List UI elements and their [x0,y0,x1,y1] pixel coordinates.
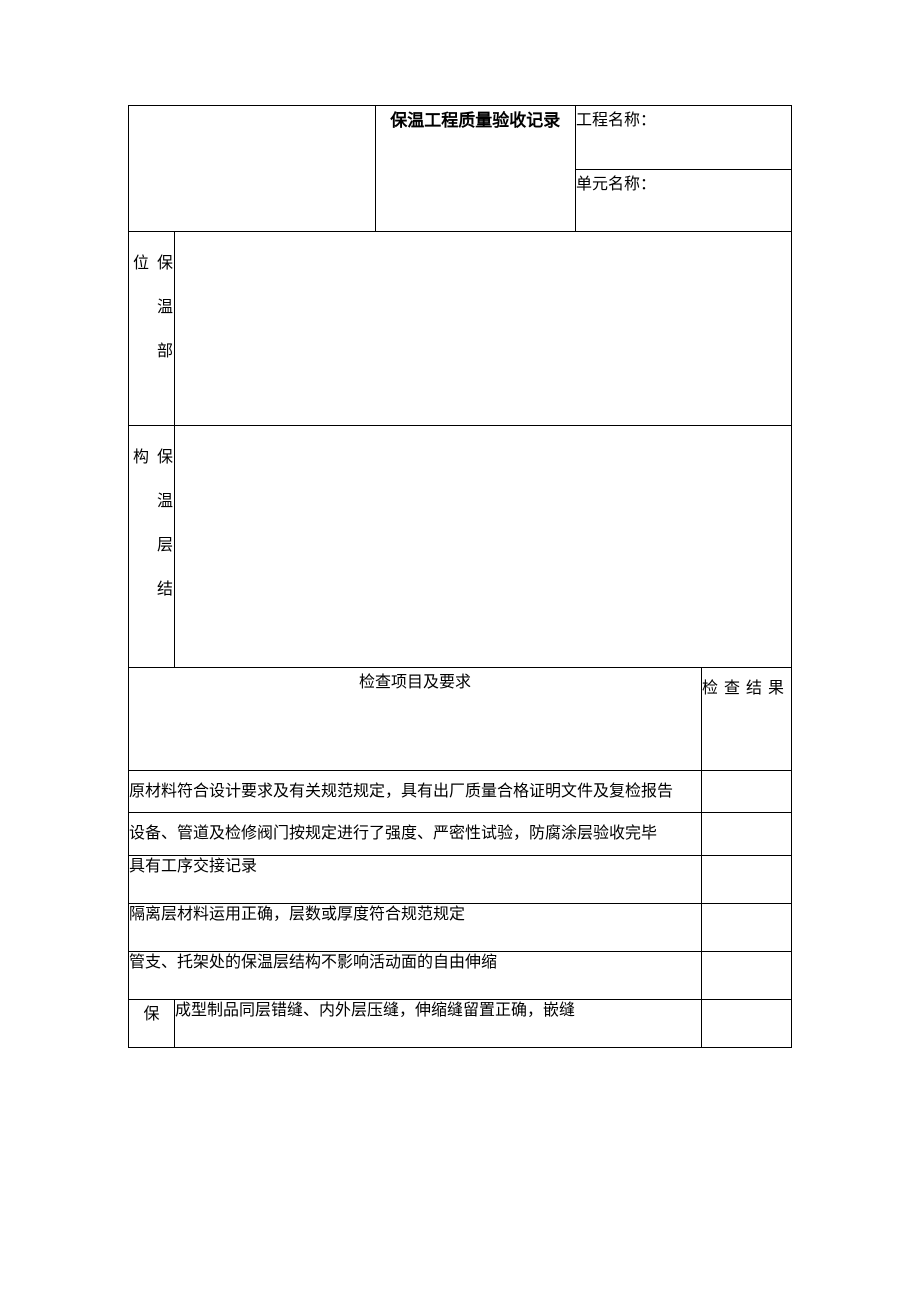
check-result-header: 检查结果 [702,668,792,770]
insulation-layer-row: 保温层结构 [129,426,792,668]
table-row: 原材料符合设计要求及有关规范规定，具有出厂质量合格证明文件及复检报告 [129,770,792,813]
check-item-6: 成型制品同层错缝、内外层压缝，伸缩缝留置正确，嵌缝 [175,999,702,1047]
check-item-1: 原材料符合设计要求及有关规范规定，具有出厂质量合格证明文件及复检报告 [129,770,702,813]
insulation-layer-label: 保温层结构 [129,426,174,667]
insulation-layer-value [175,426,792,668]
table-row: 管支、托架处的保温层结构不影响活动面的自由伸缩 [129,951,792,999]
check-item-2: 设备、管道及检修阀门按规定进行了强度、严密性试验，防腐涂层验收完毕 [129,813,702,856]
check-items-table: 检查项目及要求 检查结果 原材料符合设计要求及有关规范规定，具有出厂质量合格证明… [128,668,792,1048]
insulation-part-label: 保温部位 [129,232,174,425]
header-row-1: 保温工程质量验收记录 工程名称： [129,106,792,170]
check-result-3 [702,855,792,903]
check-item-3: 具有工序交接记录 [129,855,702,903]
unit-name-label: 单元名称： [576,170,792,232]
check-result-4 [702,903,792,951]
check-result-2 [702,813,792,856]
table-row: 设备、管道及检修阀门按规定进行了强度、严密性试验，防腐涂层验收完毕 [129,813,792,856]
project-name-label: 工程名称： [576,106,792,170]
document-title: 保温工程质量验收记录 [375,106,576,232]
insulation-part-value [175,232,792,426]
check-result-6 [702,999,792,1047]
check-items-header: 检查项目及要求 [129,668,702,770]
check-item-5: 管支、托架处的保温层结构不影响活动面的自由伸缩 [129,951,702,999]
insulation-part-label-cell: 保温部位 [129,232,175,426]
blank-top-left [129,106,376,232]
table-row: 保 成型制品同层错缝、内外层压缝，伸缩缝留置正确，嵌缝 [129,999,792,1047]
insulation-part-row: 保温部位 [129,232,792,426]
check-result-1 [702,770,792,813]
columns-header-row: 检查项目及要求 检查结果 [129,668,792,770]
table-row: 隔离层材料运用正确，层数或厚度符合规范规定 [129,903,792,951]
inspection-record-table: 保温工程质量验收记录 工程名称： 单元名称： 保温部位 保温层结构 [128,105,792,668]
check-item-6-prefix: 保 [129,999,175,1047]
table-row: 具有工序交接记录 [129,855,792,903]
insulation-layer-label-cell: 保温层结构 [129,426,175,668]
check-item-4: 隔离层材料运用正确，层数或厚度符合规范规定 [129,903,702,951]
check-result-5 [702,951,792,999]
